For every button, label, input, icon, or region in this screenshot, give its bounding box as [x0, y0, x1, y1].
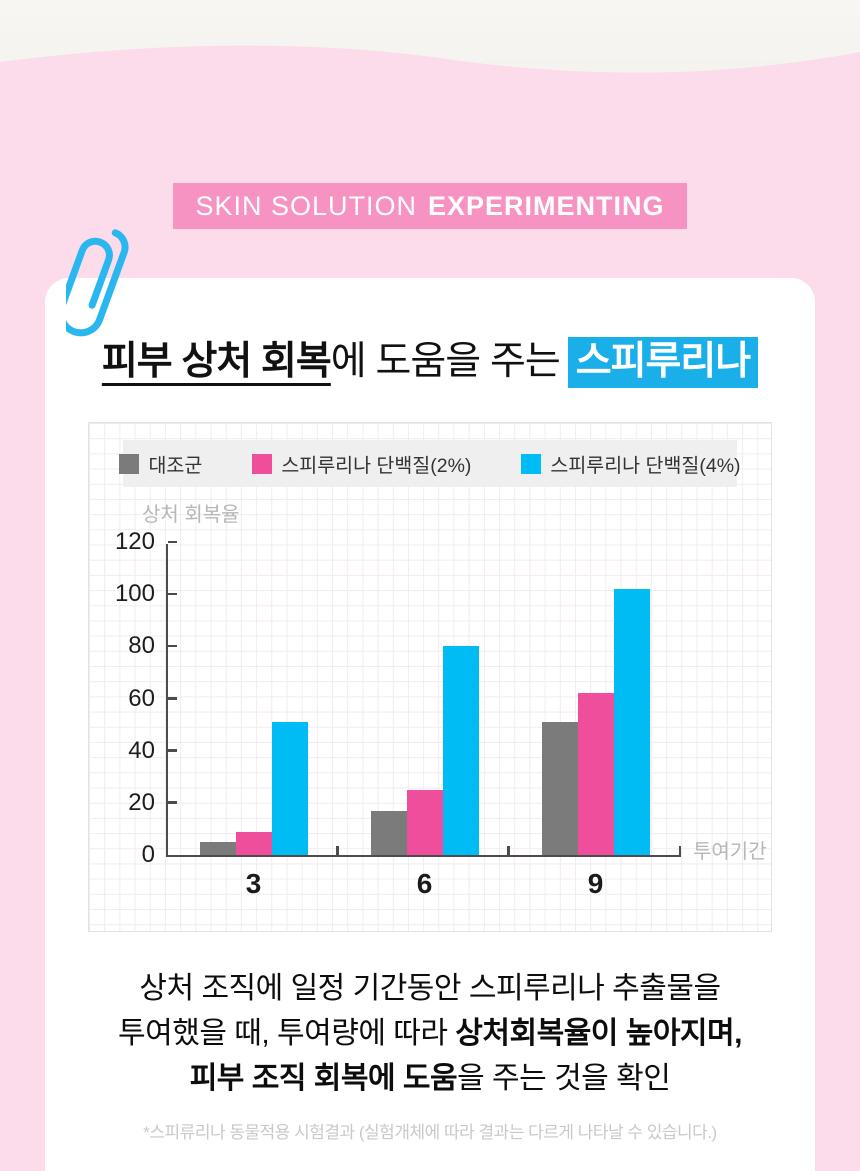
legend-label: 대조군	[148, 455, 203, 477]
legend-swatch-icon	[521, 453, 542, 474]
legend-label: 스피루리나 단백질(4%)	[550, 455, 741, 477]
bar	[271, 721, 308, 855]
x-tick-mark	[678, 846, 681, 855]
legend-item-0: 대조군	[119, 449, 202, 478]
title-highlight: 스피루리나	[567, 337, 759, 388]
legend-swatch-icon	[252, 453, 273, 474]
y-tick-label: 80	[128, 632, 155, 660]
legend-item-2: 스피루리나 단백질(4%)	[521, 449, 741, 478]
bar-groups: 3 6 9	[168, 544, 681, 899]
bar	[406, 789, 443, 855]
y-tick-label: 0	[141, 841, 155, 868]
page-title: 피부 상처 회복에 도움을 주는 스피루리나	[45, 330, 815, 388]
x-category-label: 6	[416, 868, 433, 899]
x-tick-mark	[336, 846, 339, 855]
banner-text-bold: EXPERIMENTING	[428, 190, 665, 221]
paperclip-icon	[66, 229, 129, 337]
description-line-3: 피부 조직 회복에 도움을 주는 것을 확인	[189, 1062, 671, 1095]
description-line-2: 투여했을 때, 투여량에 따라 상처회복율이 높아지며,	[118, 1017, 742, 1050]
chart-legend: 대조군 스피루리나 단백질(2%) 스피루리나 단백질(4%)	[119, 440, 741, 487]
y-tick-label: 120	[114, 528, 155, 555]
y-tick-mark	[168, 749, 177, 752]
title-emphasis: 피부 상처 회복	[101, 340, 332, 383]
banner: SKIN SOLUTION EXPERIMENTING	[173, 183, 687, 229]
legend-swatch-icon	[119, 453, 140, 474]
description-line-1: 상처 조직에 일정 기간동안 스피루리나 추출물을	[139, 972, 721, 1005]
bar	[235, 831, 272, 855]
pink-wave-edge	[0, 45, 860, 92]
y-tick-label: 40	[128, 736, 155, 764]
legend-item-1: 스피루리나 단백질(2%)	[252, 449, 471, 478]
bar-chart: 대조군 스피루리나 단백질(2%) 스피루리나 단백질(4%) 상처 회복율 투여기…	[88, 422, 772, 932]
x-tick-mark	[507, 846, 510, 855]
bar	[370, 810, 407, 855]
y-axis-title: 상처 회복율	[142, 504, 240, 526]
plot-area: 상처 회복율 투여기간 3 6 9 0 20 40 60 80 100 120	[115, 504, 767, 899]
y-tick-mark	[168, 801, 177, 804]
bar	[541, 721, 578, 855]
y-tick-label: 100	[114, 580, 155, 608]
bar-group-3: 3	[168, 544, 339, 899]
x-category-label: 9	[587, 868, 604, 899]
bar-group-9: 9	[510, 544, 681, 899]
bar	[199, 841, 236, 855]
content-card: 피부 상처 회복에 도움을 주는 스피루리나 대조군 스피루리나 단백질(2%) 스피…	[45, 278, 815, 1171]
description: 상처 조직에 일정 기간동안 스피루리나 추출물을 투여했을 때, 투여량에 따…	[45, 966, 815, 1101]
y-tick-label: 60	[128, 684, 155, 712]
bar-group-6: 6	[339, 544, 510, 899]
bar	[442, 646, 479, 855]
y-tick-mark	[168, 697, 177, 700]
title-regular: 에 도움을 주는	[330, 340, 561, 383]
bar	[577, 693, 614, 855]
x-category-label: 3	[245, 868, 262, 899]
y-tick-mark	[168, 592, 177, 596]
footnote: *스피류리나 동물적용 시험결과 (실험개체에 따라 결과는 다르게 나타날 수…	[143, 1123, 717, 1142]
banner-text-normal: SKIN SOLUTION	[195, 190, 417, 221]
y-tick-mark	[168, 644, 177, 648]
bar	[613, 588, 650, 855]
legend-label: 스피루리나 단백질(2%)	[281, 455, 472, 477]
y-tick-mark	[168, 540, 177, 543]
y-tick-label: 20	[128, 788, 155, 816]
x-axis-title: 투여기간	[693, 841, 767, 863]
